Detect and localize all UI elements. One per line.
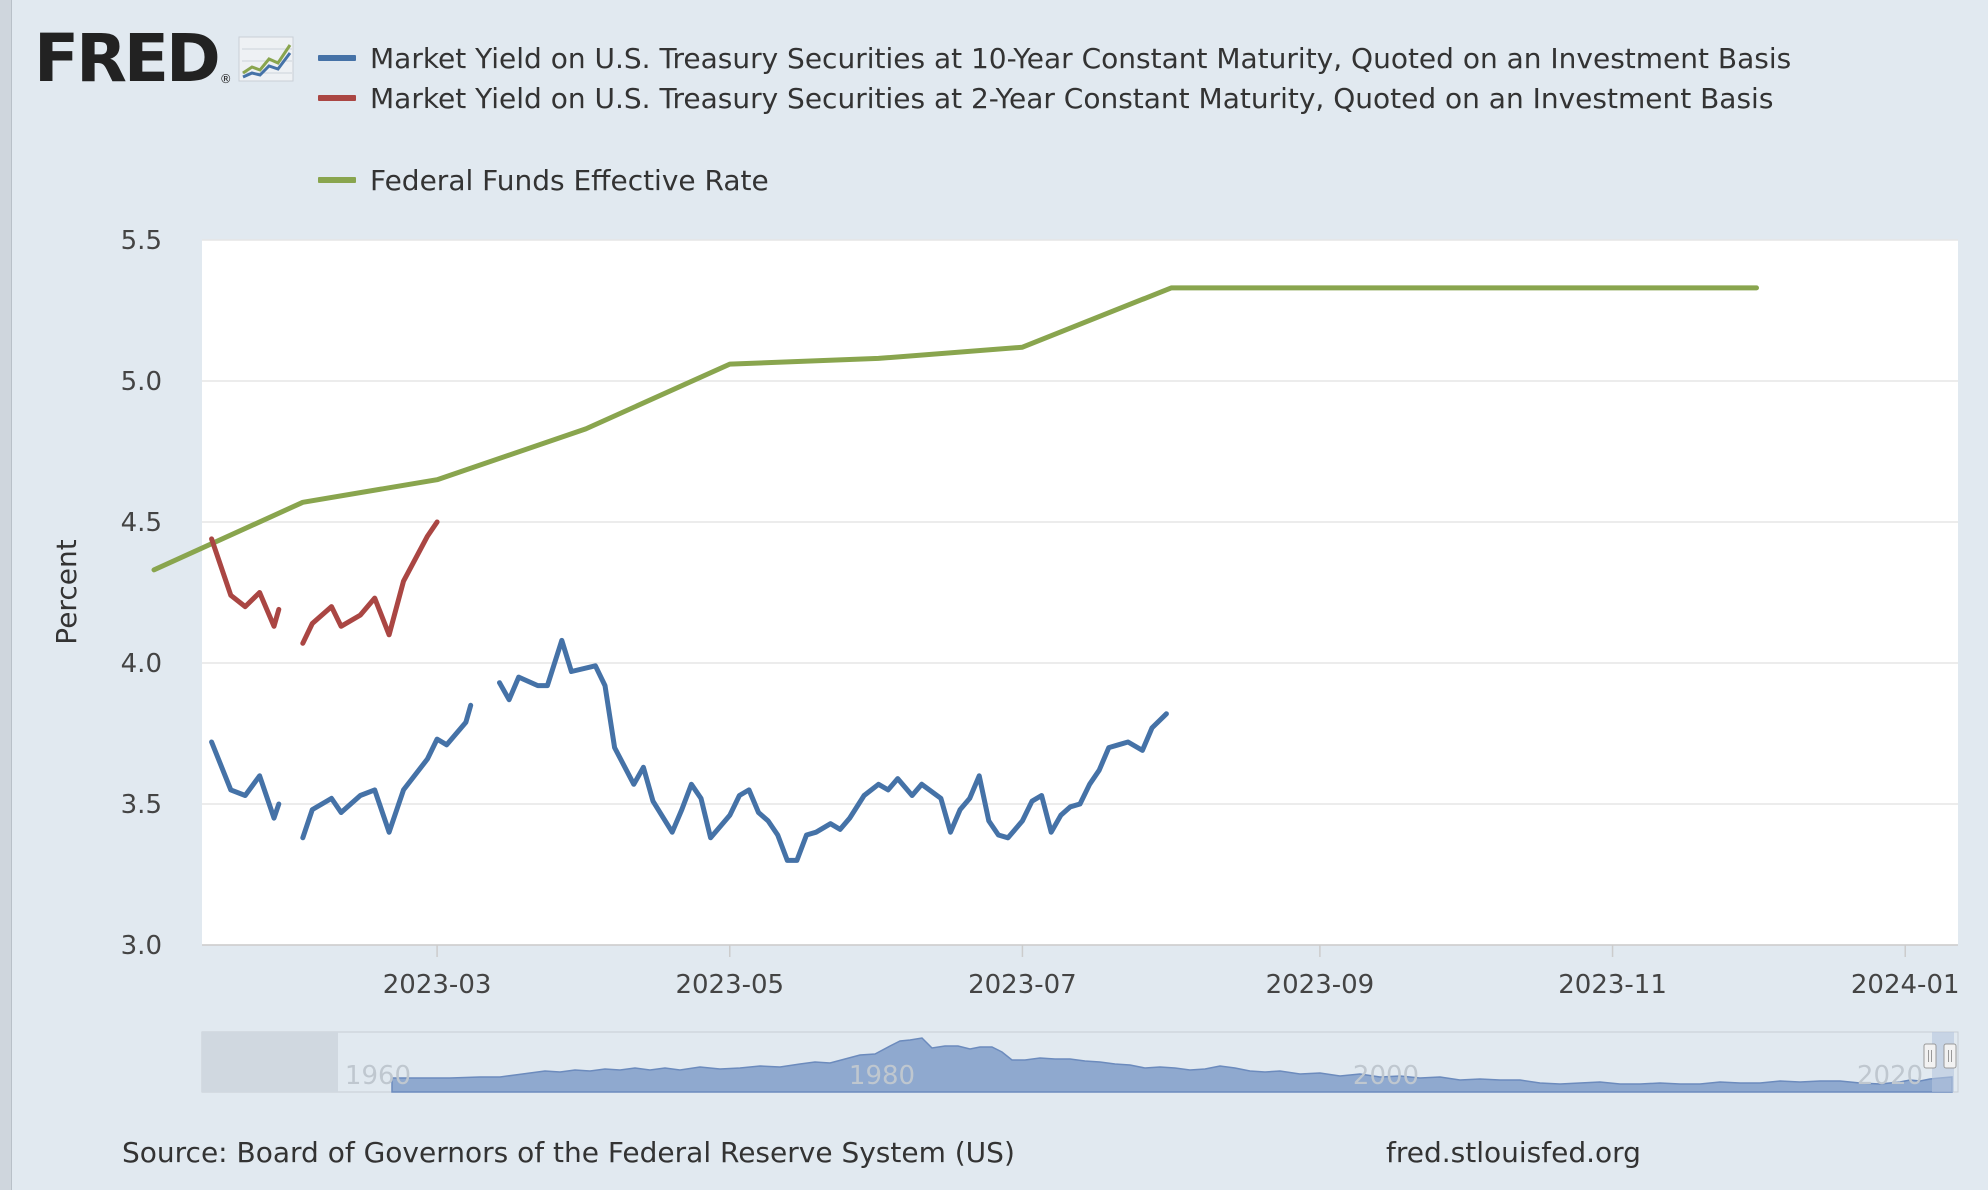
x-tick-label: 2024-01 — [1851, 970, 1960, 1000]
navigator-tick-label: 1980 — [849, 1061, 915, 1091]
series-line-2[interactable] — [151, 285, 1759, 573]
series-line-0[interactable] — [497, 637, 1169, 863]
navigator-axis: 1960 1980 2000 2020 — [345, 1061, 1923, 1091]
series-line-1[interactable] — [300, 519, 440, 646]
legend-label-ffr: Federal Funds Effective Rate — [370, 163, 769, 197]
logo-registered-mark: ® — [219, 72, 232, 86]
y-tick-label: 3.5 — [121, 790, 162, 820]
x-tick-label: 2023-05 — [675, 970, 784, 1000]
chart-legend: Market Yield on U.S. Treasury Securities… — [318, 38, 1791, 200]
source-note: Source: Board of Governors of the Federa… — [122, 1136, 1015, 1169]
x-tick-label: 2023-11 — [1558, 970, 1667, 1000]
navigator-tick-label: 2000 — [1353, 1061, 1419, 1091]
legend-swatch-10y — [318, 55, 356, 61]
legend-item-2y[interactable]: Market Yield on U.S. Treasury Securities… — [318, 78, 1791, 118]
legend-label-10y: Market Yield on U.S. Treasury Securities… — [370, 41, 1792, 75]
x-tick-label: 2023-03 — [383, 970, 492, 1000]
series-line-0[interactable] — [209, 739, 282, 821]
window-frame-edge — [0, 0, 12, 1190]
series-line-1[interactable] — [209, 536, 282, 629]
y-tick-label: 3.0 — [121, 931, 162, 961]
legend-item-ffr[interactable]: Federal Funds Effective Rate — [318, 160, 1791, 200]
navigator-tick-label: 1960 — [345, 1061, 411, 1091]
plot-background — [202, 240, 1958, 945]
line-chart-icon — [238, 36, 294, 82]
navigator-mask-left — [202, 1032, 338, 1092]
y-axis: 3.0 3.5 4.0 4.5 5.0 5.5 — [121, 226, 162, 961]
logo-text: FRED — [34, 20, 221, 97]
scroll-handle-icon[interactable] — [1923, 1043, 1957, 1069]
navigator-tick-label: 2020 — [1857, 1061, 1923, 1091]
x-tick-label: 2023-09 — [1266, 970, 1375, 1000]
x-axis: 2023-03 2023-05 2023-07 2023-09 2023-11 2024-… — [202, 944, 1960, 1000]
y-tick-label: 4.0 — [121, 649, 162, 679]
x-tick-label: 2023-07 — [968, 970, 1077, 1000]
legend-swatch-2y — [318, 95, 356, 101]
y-tick-label: 5.0 — [121, 367, 162, 397]
series-layer — [151, 285, 1759, 863]
navigator-area — [391, 1037, 1953, 1093]
y-tick-label: 5.5 — [121, 226, 162, 256]
y-tick-label: 4.5 — [121, 508, 162, 538]
fred-logo[interactable]: FRED ® — [34, 24, 296, 94]
legend-item-10y[interactable]: Market Yield on U.S. Treasury Securities… — [318, 38, 1791, 78]
y-axis-label: Percent — [50, 539, 83, 644]
source-url-link[interactable]: fred.stlouisfed.org — [1386, 1136, 1641, 1169]
legend-swatch-ffr — [318, 177, 356, 183]
series-line-0[interactable] — [300, 702, 474, 841]
legend-label-2y: Market Yield on U.S. Treasury Securities… — [370, 81, 1774, 115]
